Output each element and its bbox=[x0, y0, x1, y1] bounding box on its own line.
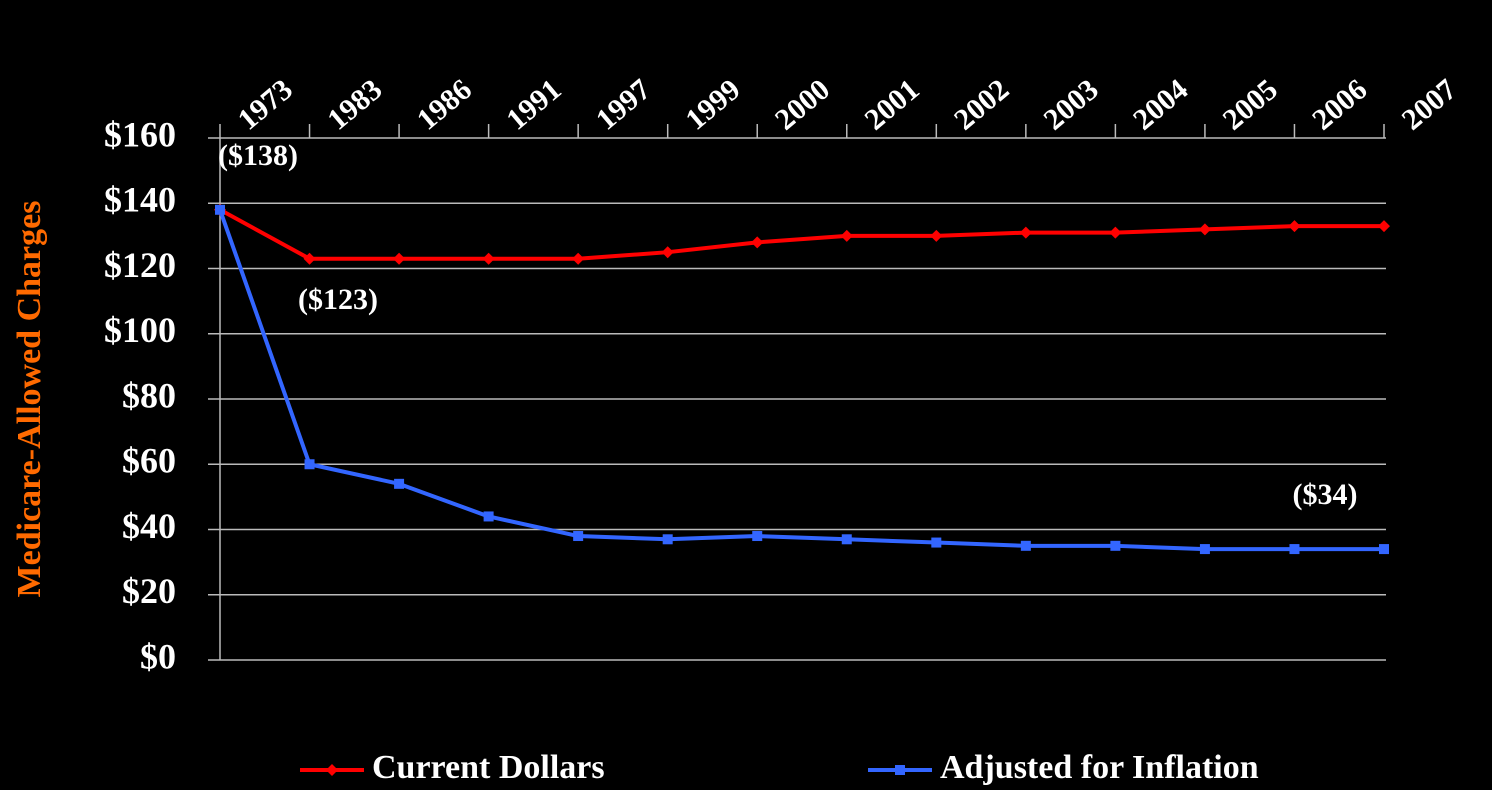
annotation: ($138) bbox=[218, 139, 298, 172]
series-marker bbox=[393, 252, 406, 265]
series-marker bbox=[304, 459, 315, 470]
y-tick-label: $160 bbox=[104, 114, 176, 154]
y-tick-label: $140 bbox=[104, 180, 176, 220]
series-marker bbox=[572, 252, 585, 265]
annotation: ($123) bbox=[298, 283, 378, 316]
series-marker bbox=[662, 534, 673, 545]
y-tick-label: $0 bbox=[140, 636, 176, 676]
series-marker bbox=[1199, 544, 1210, 555]
legend-label: Current Dollars bbox=[372, 749, 605, 786]
series-marker bbox=[1110, 540, 1121, 551]
series-marker bbox=[1019, 226, 1032, 239]
series-marker bbox=[841, 534, 852, 545]
series-marker bbox=[840, 229, 853, 242]
series-marker bbox=[661, 246, 674, 259]
y-tick-label: $20 bbox=[122, 571, 176, 611]
annotation: ($34) bbox=[1293, 478, 1358, 511]
series-marker bbox=[1198, 223, 1211, 236]
series-marker bbox=[1379, 544, 1389, 555]
series-line bbox=[219, 208, 1384, 261]
legend-marker bbox=[326, 764, 338, 776]
series-marker bbox=[1288, 220, 1301, 233]
series-marker bbox=[303, 252, 316, 265]
y-tick-label: $80 bbox=[122, 375, 176, 415]
series-marker bbox=[215, 204, 225, 215]
series-marker bbox=[752, 531, 763, 542]
series-marker bbox=[482, 252, 495, 265]
y-tick-label: $120 bbox=[104, 245, 176, 285]
series-marker bbox=[573, 531, 584, 542]
series-marker bbox=[1109, 226, 1122, 239]
series-marker bbox=[1289, 544, 1300, 555]
series-line bbox=[218, 209, 1384, 552]
series-marker bbox=[483, 511, 494, 522]
series-marker bbox=[931, 537, 942, 548]
series-marker bbox=[394, 478, 405, 489]
y-tick-label: $100 bbox=[104, 310, 176, 350]
legend-label: Adjusted for Inflation bbox=[940, 749, 1259, 786]
y-axis-label: Medicare-Allowed Charges bbox=[11, 201, 48, 598]
series-marker bbox=[930, 229, 943, 242]
series-marker bbox=[1378, 220, 1390, 233]
y-tick-label: $40 bbox=[122, 506, 176, 546]
series-marker bbox=[751, 236, 764, 249]
legend-marker bbox=[895, 765, 905, 775]
series-marker bbox=[1020, 540, 1031, 551]
y-tick-label: $60 bbox=[122, 441, 176, 481]
